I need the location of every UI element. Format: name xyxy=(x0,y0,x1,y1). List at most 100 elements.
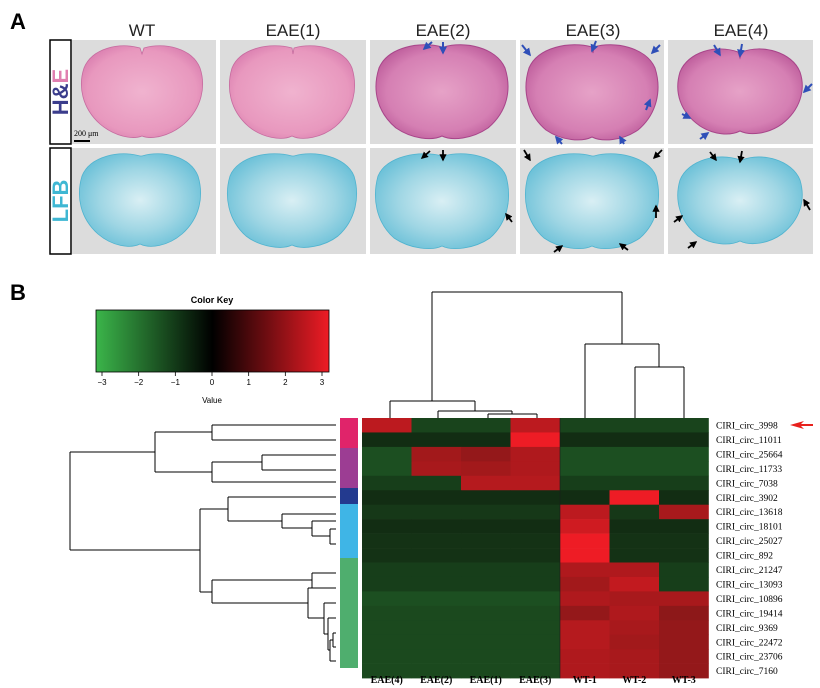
heatmap-cell xyxy=(609,576,660,592)
heatmap-cell xyxy=(362,591,412,607)
dendrogram-branch xyxy=(634,366,685,418)
row-dendrogram xyxy=(69,424,336,662)
heatmap-cell xyxy=(659,490,709,505)
heatmap-cell xyxy=(362,533,412,549)
heatmap-cell xyxy=(659,432,709,448)
column-title-eae4: EAE(4) xyxy=(714,21,769,40)
heatmap-cell xyxy=(659,634,709,650)
heatmap-cell xyxy=(362,620,412,636)
heatmap-row-label: CIRI_circ_7038 xyxy=(716,479,778,489)
dendrogram-branch xyxy=(584,343,660,418)
heatmap-cell xyxy=(659,418,709,433)
heatmap-cell xyxy=(609,475,660,491)
column-title-eae1: EAE(1) xyxy=(266,21,321,40)
heatmap-cell xyxy=(510,562,561,578)
heatmap-cell xyxy=(510,663,561,679)
he-section-wt xyxy=(81,45,203,138)
heatmap-row-label: CIRI_circ_22472 xyxy=(716,638,783,648)
heatmap-cell xyxy=(362,504,412,520)
heatmap-row-label: CIRI_circ_11733 xyxy=(716,465,782,475)
heatmap-cell xyxy=(560,519,610,534)
heatmap-cell xyxy=(461,418,511,433)
heatmap-column-label: EAE(2) xyxy=(420,675,452,686)
lfb-section-eae1 xyxy=(227,153,357,248)
heatmap-cell xyxy=(461,461,511,477)
heatmap-cell xyxy=(461,504,511,520)
color-key-value-label: Value xyxy=(202,396,222,405)
heatmap-cell xyxy=(510,634,561,650)
heatmap-cell xyxy=(609,446,660,462)
heatmap-cell xyxy=(609,432,660,448)
he-row-label-box xyxy=(49,39,72,145)
dendrogram-branch xyxy=(211,579,312,604)
panel-a-letter: A xyxy=(10,9,26,34)
black-arrow xyxy=(618,243,629,251)
heatmap-cell xyxy=(560,591,610,607)
blue-arrow xyxy=(643,98,652,111)
heatmap-cell xyxy=(659,533,709,549)
lfb-section-eae2 xyxy=(375,153,509,249)
color-key-ticks: −3 −2 −1 0 1 2 3 xyxy=(97,372,325,387)
heatmap-cell xyxy=(659,663,709,679)
heatmap-cell xyxy=(411,446,462,462)
heatmap-cell xyxy=(609,519,660,534)
heatmap-cell xyxy=(362,634,412,650)
column-title-wt: WT xyxy=(129,21,155,40)
heatmap-cell xyxy=(560,475,610,491)
heatmap-cell xyxy=(609,605,660,621)
heatmap-row-label: CIRI_circ_23706 xyxy=(716,653,783,663)
heatmap-cell xyxy=(411,591,462,607)
row-group-swatch xyxy=(340,488,358,504)
column-title-eae2: EAE(2) xyxy=(416,21,471,40)
heatmap-column-label: EAE(3) xyxy=(519,675,551,686)
heatmap-cell xyxy=(659,446,709,462)
heatmap-cell xyxy=(411,504,462,520)
blue-arrow xyxy=(699,132,710,141)
heatmap-cell xyxy=(461,548,511,563)
heatmap-column-labels: EAE(4) EAE(2) EAE(1) EAE(3) WT-1 WT-2 WT-3 xyxy=(371,675,696,686)
heatmap-cell xyxy=(461,663,511,679)
heatmap-cell xyxy=(461,620,511,636)
heatmap-cell xyxy=(510,475,561,491)
heatmap-cell xyxy=(609,620,660,636)
heatmap-cell xyxy=(659,649,709,664)
dendrogram-branch xyxy=(431,291,623,401)
heatmap-cell xyxy=(560,649,610,664)
heatmap-row-label: CIRI_circ_13618 xyxy=(716,508,783,518)
heatmap-cell xyxy=(609,504,660,520)
heatmap-cell xyxy=(510,446,561,462)
heatmap-cell xyxy=(411,548,462,563)
heatmap-cell xyxy=(362,418,412,433)
he-section-eae3 xyxy=(525,44,659,141)
heatmap-cell xyxy=(411,461,462,477)
heatmap-cell xyxy=(461,649,511,664)
lfb-sections xyxy=(79,153,803,249)
heatmap-row-label: CIRI_circ_892 xyxy=(716,552,773,562)
black-arrow xyxy=(505,212,513,223)
heatmap-cell xyxy=(659,620,709,636)
heatmap-cell xyxy=(411,663,462,679)
heatmap-cell xyxy=(461,591,511,607)
heatmap-cell xyxy=(510,605,561,621)
row-group-bar xyxy=(340,418,358,668)
heatmap-cell xyxy=(461,519,511,534)
he-lesion-arrows xyxy=(422,40,813,145)
blue-arrow xyxy=(590,40,599,53)
heatmap-cell xyxy=(411,432,462,448)
heatmap-cell xyxy=(510,591,561,607)
lfb-row-label-box xyxy=(49,147,72,255)
heatmap-cell xyxy=(659,605,709,621)
heatmap-cell xyxy=(609,418,660,433)
blue-arrow xyxy=(681,111,692,119)
color-key-title: Color Key xyxy=(191,295,234,305)
black-arrow xyxy=(687,241,698,249)
he-row-label: H&E xyxy=(48,69,73,115)
lfb-demyelination-arrows xyxy=(420,149,811,253)
dendrogram-branch xyxy=(154,431,212,473)
heatmap-cell xyxy=(461,490,511,505)
heatmap-cell xyxy=(560,490,610,505)
heatmap-cell xyxy=(411,605,462,621)
heatmap-row-label: CIRI_circ_10896 xyxy=(716,595,783,605)
heatmap-cell xyxy=(411,418,462,433)
